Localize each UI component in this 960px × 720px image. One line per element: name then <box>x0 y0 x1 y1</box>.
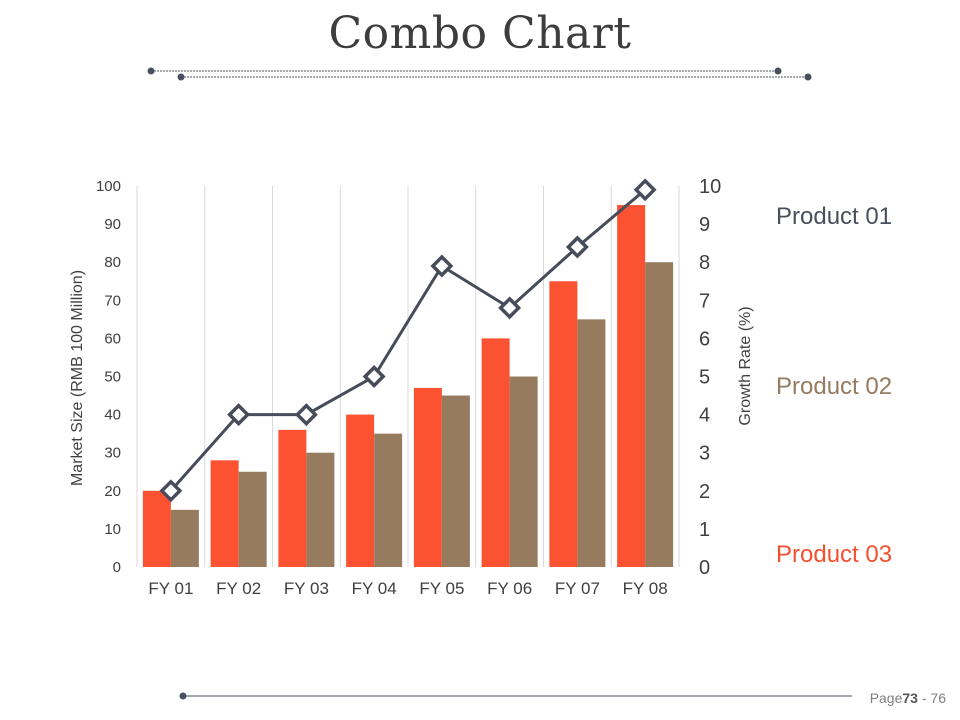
title-underline-dot <box>147 67 155 75</box>
y2-tick-label: 3 <box>699 443 710 465</box>
bar-product-02-8 <box>645 262 674 567</box>
chart-axes: 0 10 20 30 40 50 60 70 80 90 100 0 1 2 3 4 5 6 7 8 9 10 FY 01 F… <box>69 176 754 598</box>
legend-product-02: Product 02 <box>776 373 893 400</box>
bar-product-03-5 <box>413 387 442 567</box>
x-tick-label: FY 03 <box>284 579 329 598</box>
current-page: 73 <box>902 690 918 706</box>
y2-tick-label: 2 <box>699 481 710 503</box>
page-label: Page <box>869 690 903 706</box>
y2-tick-label: 8 <box>699 252 710 274</box>
bar-product-03-7 <box>549 281 578 567</box>
y-tick-label: 20 <box>104 483 121 500</box>
line-marker-5 <box>430 254 454 278</box>
bar-product-03-8 <box>617 205 646 568</box>
page-number: Page73 - 76 <box>870 690 946 706</box>
y-tick-label: 10 <box>104 521 121 538</box>
title-underline-dot <box>177 73 185 81</box>
y2-tick-label: 6 <box>699 328 710 350</box>
bar-product-02-5 <box>441 395 470 567</box>
x-tick-label: FY 04 <box>352 579 397 598</box>
page-title: Combo Chart <box>328 8 632 59</box>
x-tick-label: FY 06 <box>487 579 532 598</box>
line-marker-4 <box>362 365 386 388</box>
y-tick-label: 90 <box>104 216 121 233</box>
title-underline-dot <box>774 67 782 75</box>
line-marker-8 <box>633 178 657 202</box>
line-marker-3 <box>294 403 318 427</box>
y-tick-label: 40 <box>104 407 121 424</box>
bar-product-02-3 <box>306 452 335 567</box>
bar-product-03-2 <box>210 460 239 567</box>
title-underline-dot <box>804 73 812 81</box>
y-tick-label: 100 <box>96 178 121 195</box>
bar-product-02-6 <box>509 376 538 567</box>
y2-tick-label: 9 <box>699 214 710 236</box>
y2-tick-label: 10 <box>699 176 721 198</box>
y-tick-label: 50 <box>104 369 121 386</box>
y2-tick-label: 0 <box>699 557 710 579</box>
x-tick-label: FY 08 <box>623 579 668 598</box>
line-marker-7 <box>565 235 589 259</box>
x-tick-label: FY 01 <box>148 579 193 598</box>
y-tick-label: 70 <box>104 292 121 309</box>
y2-tick-label: 7 <box>699 290 710 312</box>
legend-product-01: Product 01 <box>776 203 893 230</box>
bar-product-02-2 <box>238 471 267 567</box>
bar-product-03-4 <box>346 414 375 567</box>
total-pages: 76 <box>930 690 946 706</box>
chart-line <box>159 178 657 503</box>
y-tick-label: 0 <box>113 559 121 576</box>
line-marker-6 <box>498 296 522 320</box>
y-axis-title: Market Size (RMB 100 Million) <box>69 270 86 486</box>
y-tick-label: 80 <box>104 254 121 271</box>
bar-product-03-1 <box>142 490 171 567</box>
legend-product-03: Product 03 <box>776 541 893 568</box>
y2-axis-title: Growth Rate (%) <box>737 306 754 425</box>
x-tick-label: FY 02 <box>216 579 261 598</box>
y-tick-label: 60 <box>104 330 121 347</box>
page-separator: - <box>917 690 931 706</box>
y2-tick-label: 5 <box>699 367 710 389</box>
line-marker-2 <box>227 403 251 427</box>
x-tick-label: FY 07 <box>555 579 600 598</box>
line-marker-1 <box>159 479 183 503</box>
footer-line-dot <box>179 692 187 700</box>
y2-tick-label: 4 <box>699 405 710 427</box>
bar-product-02-7 <box>577 319 606 567</box>
bar-product-03-3 <box>278 429 307 567</box>
bar-product-03-6 <box>481 338 510 567</box>
bar-product-02-1 <box>170 509 199 567</box>
y2-tick-label: 1 <box>699 519 710 541</box>
chart-bars <box>142 205 674 568</box>
x-tick-label: FY 05 <box>419 579 464 598</box>
y-tick-label: 30 <box>104 445 121 462</box>
bar-product-02-4 <box>374 433 403 567</box>
chart-grid <box>136 186 680 567</box>
